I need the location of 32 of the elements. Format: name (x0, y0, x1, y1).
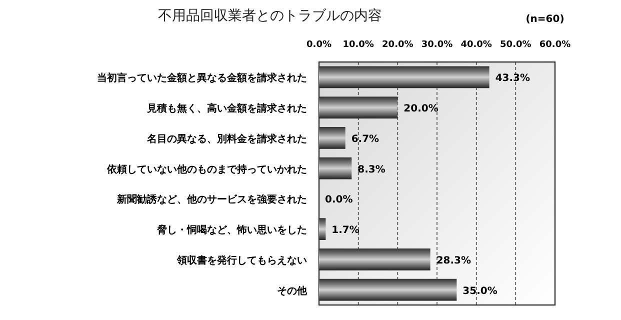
bar (319, 157, 352, 180)
y-tick-label: 見積も無く、高い金額を請求された (146, 102, 307, 115)
data-label: 8.3% (358, 164, 386, 176)
x-tick-label: 10.0% (342, 40, 374, 50)
y-tick-label: 脅し・恫喝など、怖い思いをした (156, 224, 307, 236)
x-tick-label: 30.0% (421, 40, 453, 50)
data-label: 6.7% (351, 134, 380, 145)
y-tick-label: 当初言っていた金額と異なる金額を請求された (97, 72, 307, 84)
x-tick-label: 20.0% (382, 40, 414, 50)
bar (319, 218, 326, 240)
chart-title: 不用品回収業者とのトラブルの内容 (158, 8, 382, 24)
x-tick-label: 50.0% (500, 40, 532, 50)
data-label: 43.3% (495, 73, 530, 84)
data-label: 0.0% (325, 194, 353, 206)
y-tick-label: 名目の異なる、別料金を請求された (146, 132, 307, 145)
bar (319, 278, 457, 301)
data-label: 20.0% (404, 104, 438, 115)
bar (319, 248, 430, 270)
data-label: 1.7% (332, 225, 360, 236)
data-label: 35.0% (462, 286, 498, 297)
y-tick-label: 依頼していない他のものまで持っていかれた (106, 163, 307, 176)
y-tick-label: 新聞勧誘など、他のサービスを強要された (116, 194, 307, 206)
x-tick-label: 40.0% (460, 40, 492, 50)
bar (319, 66, 490, 88)
data-label: 28.3% (436, 255, 472, 266)
bar (319, 127, 346, 149)
y-tick-label: その他 (277, 284, 308, 297)
y-tick-label: 領収書を発行してもらえない (176, 254, 307, 266)
x-tick-label: 60.0% (539, 40, 571, 50)
text: (n=60) (526, 14, 564, 25)
x-tick-label: 0.0% (306, 40, 332, 50)
bar (319, 96, 398, 118)
